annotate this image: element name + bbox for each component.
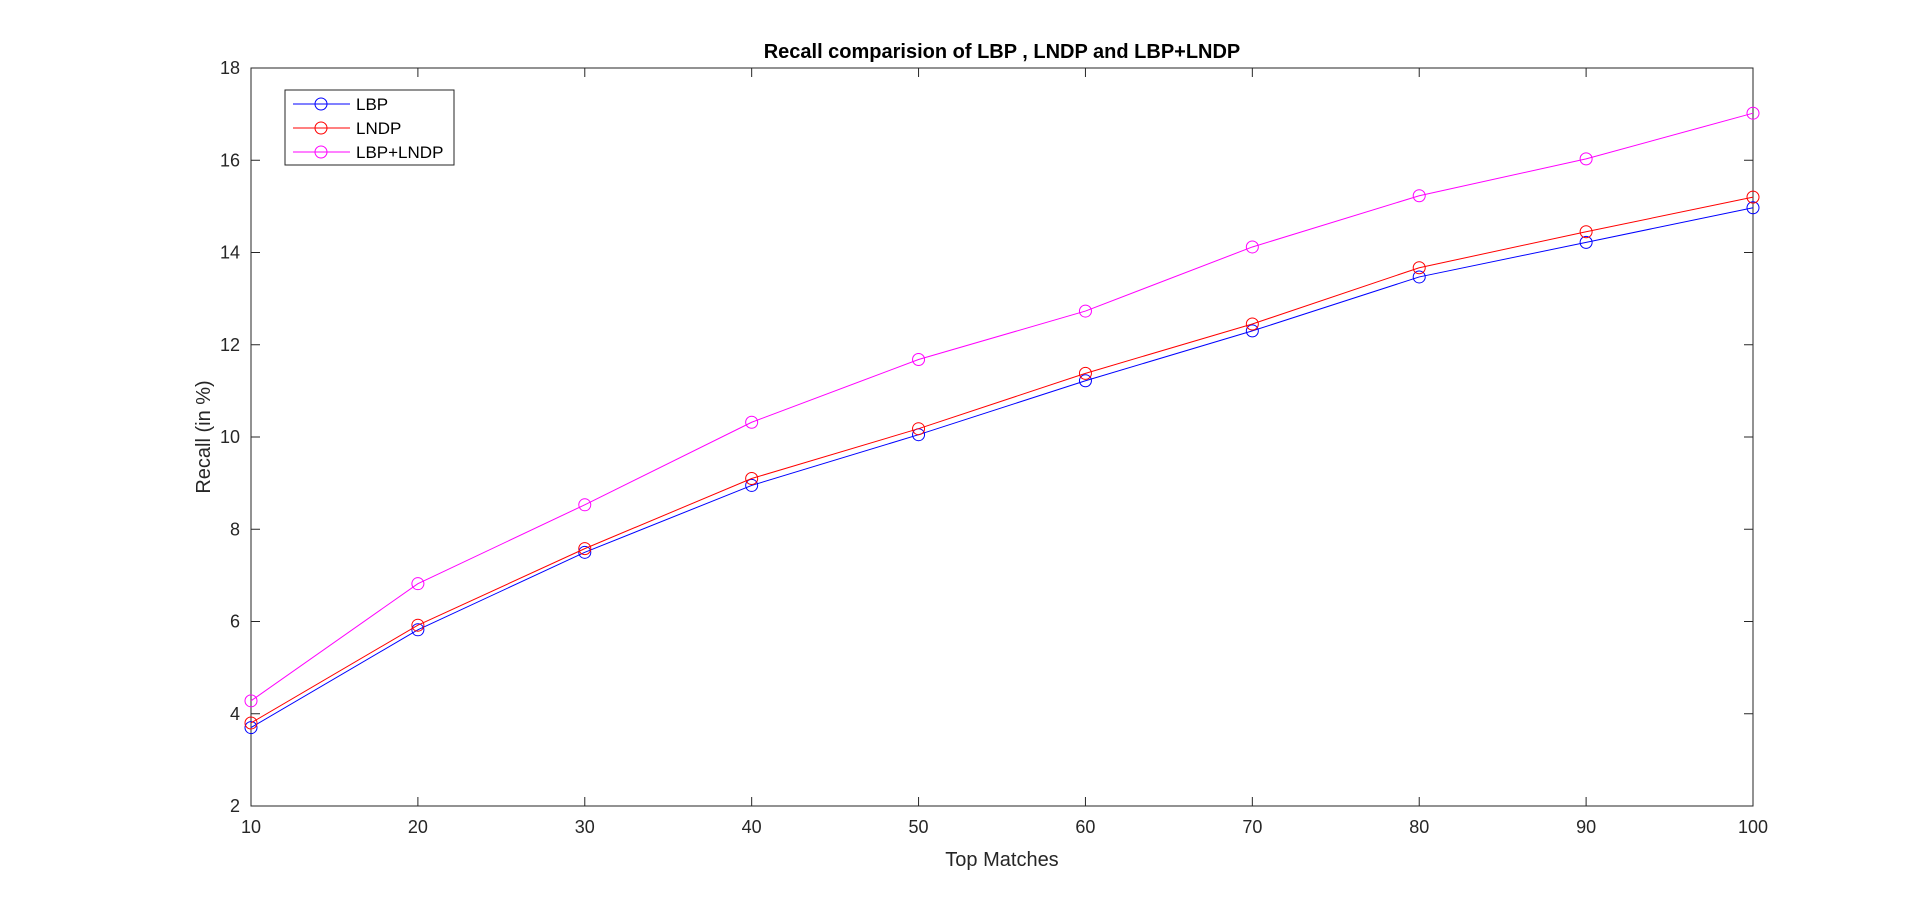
legend-entries: LBP LNDP LBP+LNDP — [293, 95, 443, 162]
series-lbp — [244, 201, 1760, 735]
data-point-lbp — [1078, 374, 1092, 388]
data-point-lbp — [745, 478, 759, 492]
data-point-lndp — [244, 716, 258, 730]
chart-title: Recall comparision of LBP , LNDP and LBP… — [764, 41, 1241, 63]
data-point-lbp — [1245, 324, 1259, 338]
axis-ticks: 10 20 30 40 50 60 70 80 90 100 2 4 6 8 10 12 14 16 18 — [220, 58, 1768, 837]
x-tick-label: 80 — [1409, 817, 1429, 837]
legend-label: LBP — [356, 95, 388, 114]
data-point-lbp-lndp — [745, 415, 759, 429]
legend-item-lbp: LBP — [293, 95, 388, 114]
series-lbp-lndp — [244, 106, 1760, 708]
y-tick-label: 8 — [230, 519, 240, 539]
data-point-lbp-lndp — [1746, 106, 1760, 120]
series-line-lndp — [250, 196, 1754, 724]
data-point-lbp-lndp — [411, 577, 425, 591]
data-point-lbp — [244, 721, 258, 735]
data-point-lndp — [1412, 261, 1426, 275]
data-point-lbp-lndp — [1579, 152, 1593, 166]
x-tick-label: 40 — [742, 817, 762, 837]
data-point-lbp — [1746, 201, 1760, 215]
y-axis-label: Recall (in %) — [193, 380, 215, 493]
data-point-lbp — [1579, 235, 1593, 249]
data-point-lbp-lndp — [244, 694, 258, 708]
legend-swatch-marker — [314, 121, 328, 135]
x-tick-label: 70 — [1242, 817, 1262, 837]
data-point-lbp-lndp — [1412, 189, 1426, 203]
x-tick-label: 10 — [241, 817, 261, 837]
data-point-lndp — [1078, 366, 1092, 380]
legend-item-lbp-lndp: LBP+LNDP — [293, 143, 443, 162]
data-point-lndp — [1245, 317, 1259, 331]
x-tick-label: 50 — [909, 817, 929, 837]
data-point-lbp — [1412, 270, 1426, 284]
legend-label: LBP+LNDP — [356, 143, 443, 162]
data-point-lbp — [578, 545, 592, 559]
y-tick-label: 6 — [230, 612, 240, 632]
data-point-lbp — [411, 623, 425, 637]
data-point-lbp-lndp — [1245, 240, 1259, 254]
y-tick-label: 10 — [220, 427, 240, 447]
legend-swatch-marker — [314, 97, 328, 111]
series-line-lbp — [250, 207, 1754, 729]
x-tick-label: 90 — [1576, 817, 1596, 837]
x-axis-label: Top Matches — [945, 849, 1058, 871]
legend-label: LNDP — [356, 119, 401, 138]
series-line-lbp-lndp — [250, 112, 1754, 702]
data-point-lndp — [1579, 225, 1593, 239]
data-point-lbp-lndp — [578, 498, 592, 512]
y-tick-label: 2 — [230, 796, 240, 816]
legend: LBP LNDP LBP+LNDP — [284, 89, 455, 166]
y-tick-label: 4 — [230, 704, 240, 724]
data-point-lndp — [745, 472, 759, 486]
data-point-lndp — [912, 422, 926, 436]
data-point-lndp — [1746, 190, 1760, 204]
data-point-lbp-lndp — [912, 353, 926, 367]
series-lndp — [244, 190, 1760, 730]
x-tick-label: 20 — [408, 817, 428, 837]
y-tick-label: 18 — [220, 58, 240, 78]
legend-item-lndp: LNDP — [293, 119, 401, 138]
x-tick-label: 60 — [1075, 817, 1095, 837]
x-tick-label: 100 — [1738, 817, 1768, 837]
plot-area — [250, 67, 1754, 807]
data-point-lndp — [578, 542, 592, 556]
series-lines — [244, 106, 1760, 735]
data-point-lbp-lndp — [1078, 304, 1092, 318]
y-tick-label: 12 — [220, 335, 240, 355]
y-tick-label: 16 — [220, 150, 240, 170]
data-point-lndp — [411, 618, 425, 632]
x-tick-label: 30 — [575, 817, 595, 837]
y-tick-label: 14 — [220, 243, 240, 263]
legend-swatch-marker — [314, 145, 328, 159]
